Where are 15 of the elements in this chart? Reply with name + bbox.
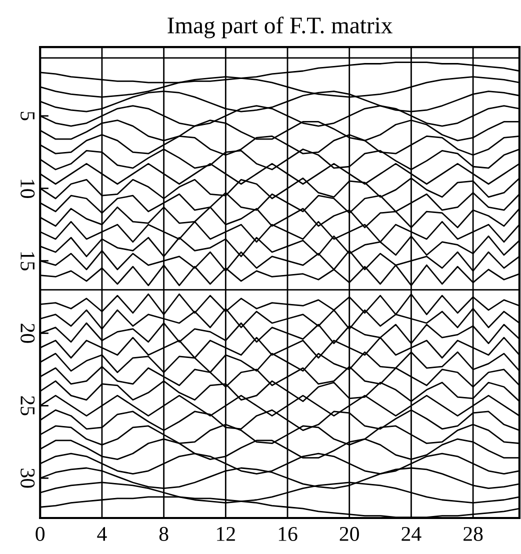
x-tick-label: 24	[402, 526, 422, 541]
y-tick-label: 10	[20, 180, 35, 198]
y-tick-label: 5	[20, 112, 34, 120]
y-tick-label: 30	[20, 468, 35, 488]
x-tick-label: 0	[36, 526, 45, 541]
x-tick-label: 12	[217, 526, 235, 541]
x-tick-label: 28	[464, 526, 483, 541]
x-tick-label: 20	[340, 526, 359, 541]
y-tick-label: 20	[20, 324, 35, 343]
y-tick-label: 25	[20, 396, 35, 416]
x-tick-label: 4	[97, 527, 107, 541]
x-tick-label: 8	[159, 526, 168, 541]
chart-title: Imag part of F.T. matrix	[168, 16, 392, 38]
x-tick-label: 16	[278, 526, 298, 541]
y-tick-label: 15	[20, 252, 35, 270]
